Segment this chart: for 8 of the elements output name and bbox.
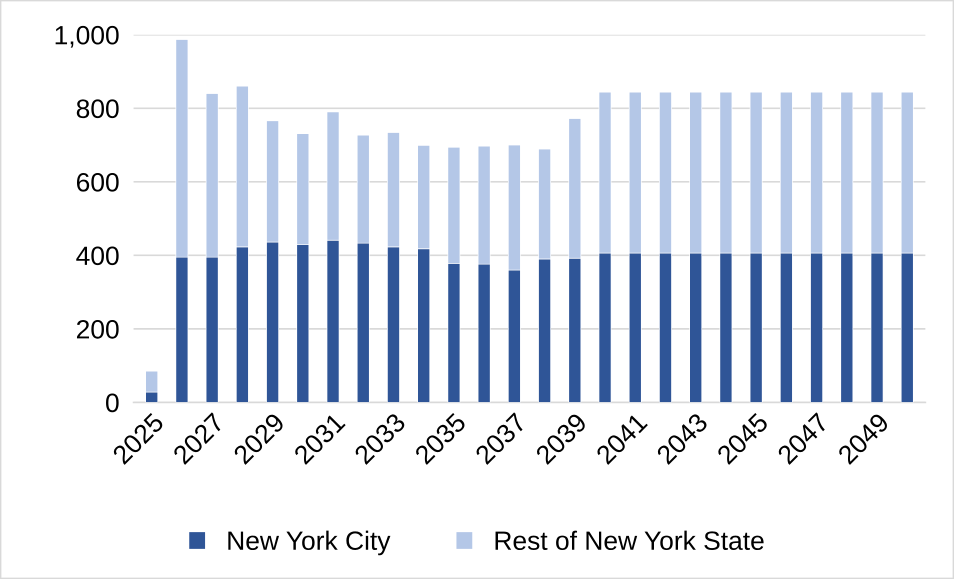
y-tick-label: 200: [76, 320, 119, 339]
y-tick-label: 600: [76, 172, 119, 192]
legend-label: New York City: [228, 530, 390, 556]
legend-label: Rest of New York State: [496, 530, 764, 550]
y-tick-label: 0: [106, 394, 119, 412]
y-tick-label: 800: [76, 99, 119, 118]
y-tick-label: 400: [76, 246, 119, 266]
y-tick-label: 1,000: [56, 26, 119, 48]
